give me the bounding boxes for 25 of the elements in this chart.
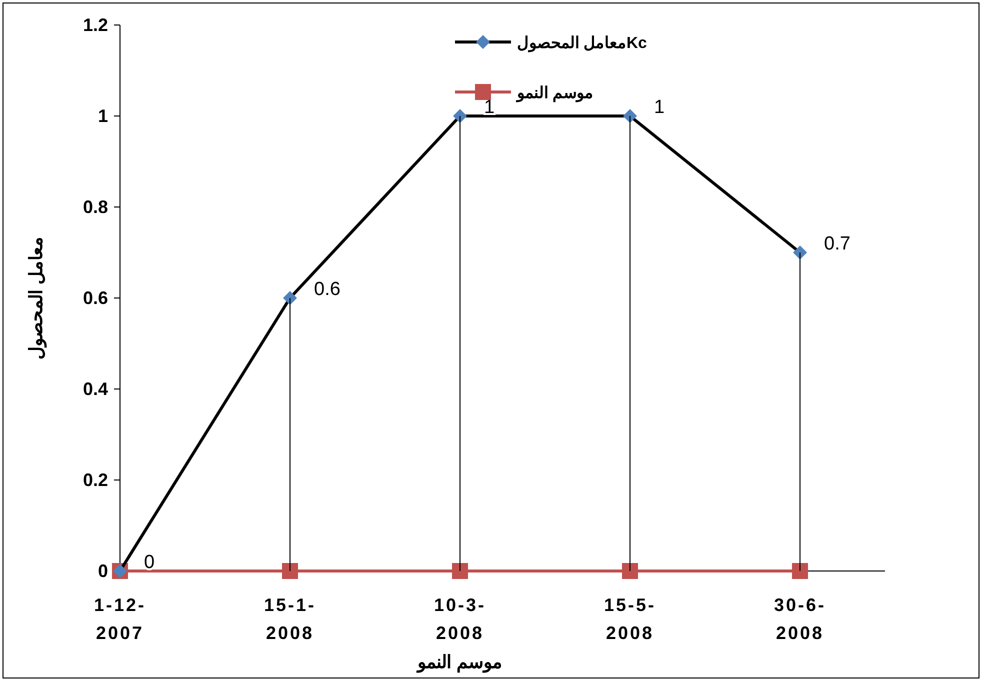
y-tick-label: 0.8 <box>82 197 108 217</box>
y-tick-label: 0.6 <box>82 288 108 308</box>
x-tick-label: 15-5-2008 <box>604 595 656 643</box>
data-label: 1 <box>484 97 495 118</box>
legend-label: موسم النمو <box>516 85 594 103</box>
y-axis-title: معامل المحصول <box>26 236 47 360</box>
legend-label: معامل المحصولKc <box>517 35 648 53</box>
point <box>282 563 298 579</box>
y-tick-label: 1.2 <box>82 15 108 35</box>
point <box>622 563 638 579</box>
data-label: 0 <box>144 552 155 573</box>
point <box>792 563 808 579</box>
y-tick-label: 1 <box>98 106 108 126</box>
x-tick-label: 30-6-2008 <box>774 595 826 643</box>
data-label: 1 <box>654 97 665 118</box>
x-axis-title: موسم النمو <box>415 652 503 673</box>
y-tick-label: 0.4 <box>82 379 108 399</box>
y-tick-label: 0 <box>98 561 108 581</box>
data-label: 0.6 <box>314 279 340 300</box>
point <box>452 563 468 579</box>
y-tick-label: 0.2 <box>82 470 108 490</box>
data-label: 0.7 <box>824 234 850 254</box>
x-tick-label: 1-12-2007 <box>94 595 146 643</box>
x-tick-label: 10-3-2008 <box>434 595 486 643</box>
x-tick-label: 15-1-2008 <box>264 595 316 643</box>
